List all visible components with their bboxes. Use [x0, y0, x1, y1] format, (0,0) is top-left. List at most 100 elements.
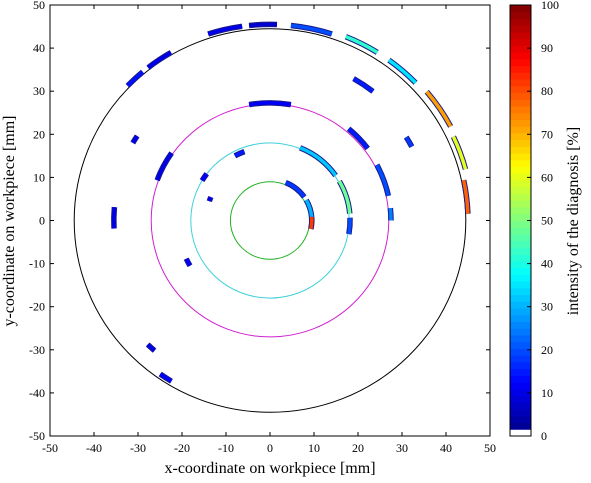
colorbar-tick-label-6: 40 — [541, 257, 553, 271]
segment-25 — [425, 90, 453, 128]
colorbar-band-17 — [510, 314, 531, 323]
segment-3 — [299, 146, 338, 177]
colorbar-band-32 — [510, 213, 531, 221]
colorbar-band-56 — [510, 52, 531, 60]
x-tick-label-6: 10 — [308, 441, 320, 455]
segment-6 — [234, 150, 246, 158]
colorbar-band-37 — [510, 180, 531, 188]
colorbar-band-48 — [510, 106, 531, 114]
segment-15 — [352, 77, 375, 93]
segment-20 — [207, 24, 243, 36]
y-tick-label-0: 50 — [33, 0, 45, 12]
colorbar-band-8 — [510, 375, 531, 383]
segment-22 — [290, 23, 333, 36]
segment-5 — [347, 217, 352, 235]
segment-14 — [131, 135, 139, 144]
x-tick-label-3: -20 — [174, 441, 190, 455]
segment-19 — [126, 70, 144, 88]
segment-9 — [155, 151, 174, 181]
colorbar-band-38 — [510, 173, 531, 181]
colorbar-tick-label-4: 60 — [541, 170, 553, 184]
colorbar-band-34 — [510, 200, 531, 208]
colorbar-band-45 — [510, 126, 531, 134]
colorbar-band-30 — [510, 227, 531, 235]
y-tick-label-4: 10 — [33, 170, 45, 184]
segment-4 — [337, 180, 352, 214]
x-tick-label-5: 0 — [267, 441, 273, 455]
segment-8 — [248, 101, 292, 107]
colorbar-band-55 — [510, 58, 531, 67]
colorbar-tick-label-1: 90 — [541, 41, 553, 55]
colorbar-band-41 — [510, 153, 531, 161]
reference-circle-0 — [73, 28, 467, 413]
colorbar-band-16 — [510, 321, 531, 329]
colorbar-band-9 — [510, 368, 531, 376]
colorbar-band-12 — [510, 348, 531, 356]
colorbar-band-18 — [510, 308, 531, 316]
colorbar-tick-label-10: 0 — [541, 429, 547, 443]
x-tick-label-1: -40 — [86, 441, 102, 455]
y-tick-label-9: -40 — [29, 386, 45, 400]
colorbar-band-27 — [510, 247, 531, 255]
colorbar-band-10 — [510, 361, 531, 370]
colorbar-title: intensity of the diagnosis [%] — [565, 127, 582, 315]
segment-1 — [304, 199, 314, 218]
colorbar-band-0 — [510, 429, 531, 437]
colorbar-band-29 — [510, 233, 531, 242]
segment-26 — [451, 135, 468, 170]
x-tick-label-8: 30 — [396, 441, 408, 455]
colorbar-band-2 — [510, 415, 531, 424]
colorbar-band-49 — [510, 99, 531, 107]
colorbar-band-57 — [510, 45, 531, 53]
segment-28 — [146, 343, 156, 352]
colorbar-band-36 — [510, 186, 531, 195]
colorbar-band-1 — [510, 422, 531, 430]
diagnosis-segments — [111, 21, 471, 384]
colorbar-band-31 — [510, 220, 531, 228]
y-tick-label-7: -20 — [29, 300, 45, 314]
segment-27 — [461, 179, 470, 214]
colorbar-band-53 — [510, 72, 531, 80]
segment-17 — [159, 372, 173, 383]
colorbar-band-26 — [510, 254, 531, 262]
colorbar-tick-label-2: 80 — [541, 84, 553, 98]
segment-23 — [345, 35, 379, 54]
y-tick-label-5: 0 — [39, 214, 45, 228]
colorbar-band-59 — [510, 31, 531, 40]
colorbar-band-15 — [510, 328, 531, 336]
colorbar-band-62 — [510, 11, 531, 19]
y-tick-label-10: -50 — [29, 429, 45, 443]
x-tick-label-4: -10 — [218, 441, 234, 455]
colorbar-band-46 — [510, 119, 531, 127]
segment-18 — [147, 51, 172, 70]
colorbar-band-23 — [510, 274, 531, 282]
segment-21 — [248, 22, 278, 28]
x-tick-label-7: 20 — [352, 441, 364, 455]
colorbar-band-44 — [510, 132, 531, 141]
colorbar-tick-label-3: 70 — [541, 127, 553, 141]
colorbar-band-5 — [510, 395, 531, 403]
y-tick-label-8: -30 — [29, 343, 45, 357]
y-tick-label-6: -10 — [29, 257, 45, 271]
y-tick-label-3: 20 — [33, 127, 45, 141]
colorbar-band-51 — [510, 85, 531, 94]
segment-13 — [112, 207, 117, 229]
colorbar-band-6 — [510, 388, 531, 397]
x-tick-label-0: -50 — [42, 441, 58, 455]
colorbar-band-42 — [510, 146, 531, 154]
segment-11 — [375, 164, 391, 197]
colorbar-band-14 — [510, 334, 531, 343]
segment-30 — [207, 196, 213, 202]
plot-area — [49, 4, 491, 437]
segment-2 — [309, 216, 314, 230]
colorbar-band-52 — [510, 79, 531, 87]
colorbar-band-58 — [510, 38, 531, 46]
colorbar-tick-label-0: 100 — [541, 0, 559, 12]
colorbar-band-33 — [510, 207, 531, 215]
colorbar-band-19 — [510, 301, 531, 309]
x-tick-label-2: -30 — [130, 441, 146, 455]
colorbar-band-28 — [510, 240, 531, 248]
colorbar-tick-label-5: 50 — [541, 214, 553, 228]
